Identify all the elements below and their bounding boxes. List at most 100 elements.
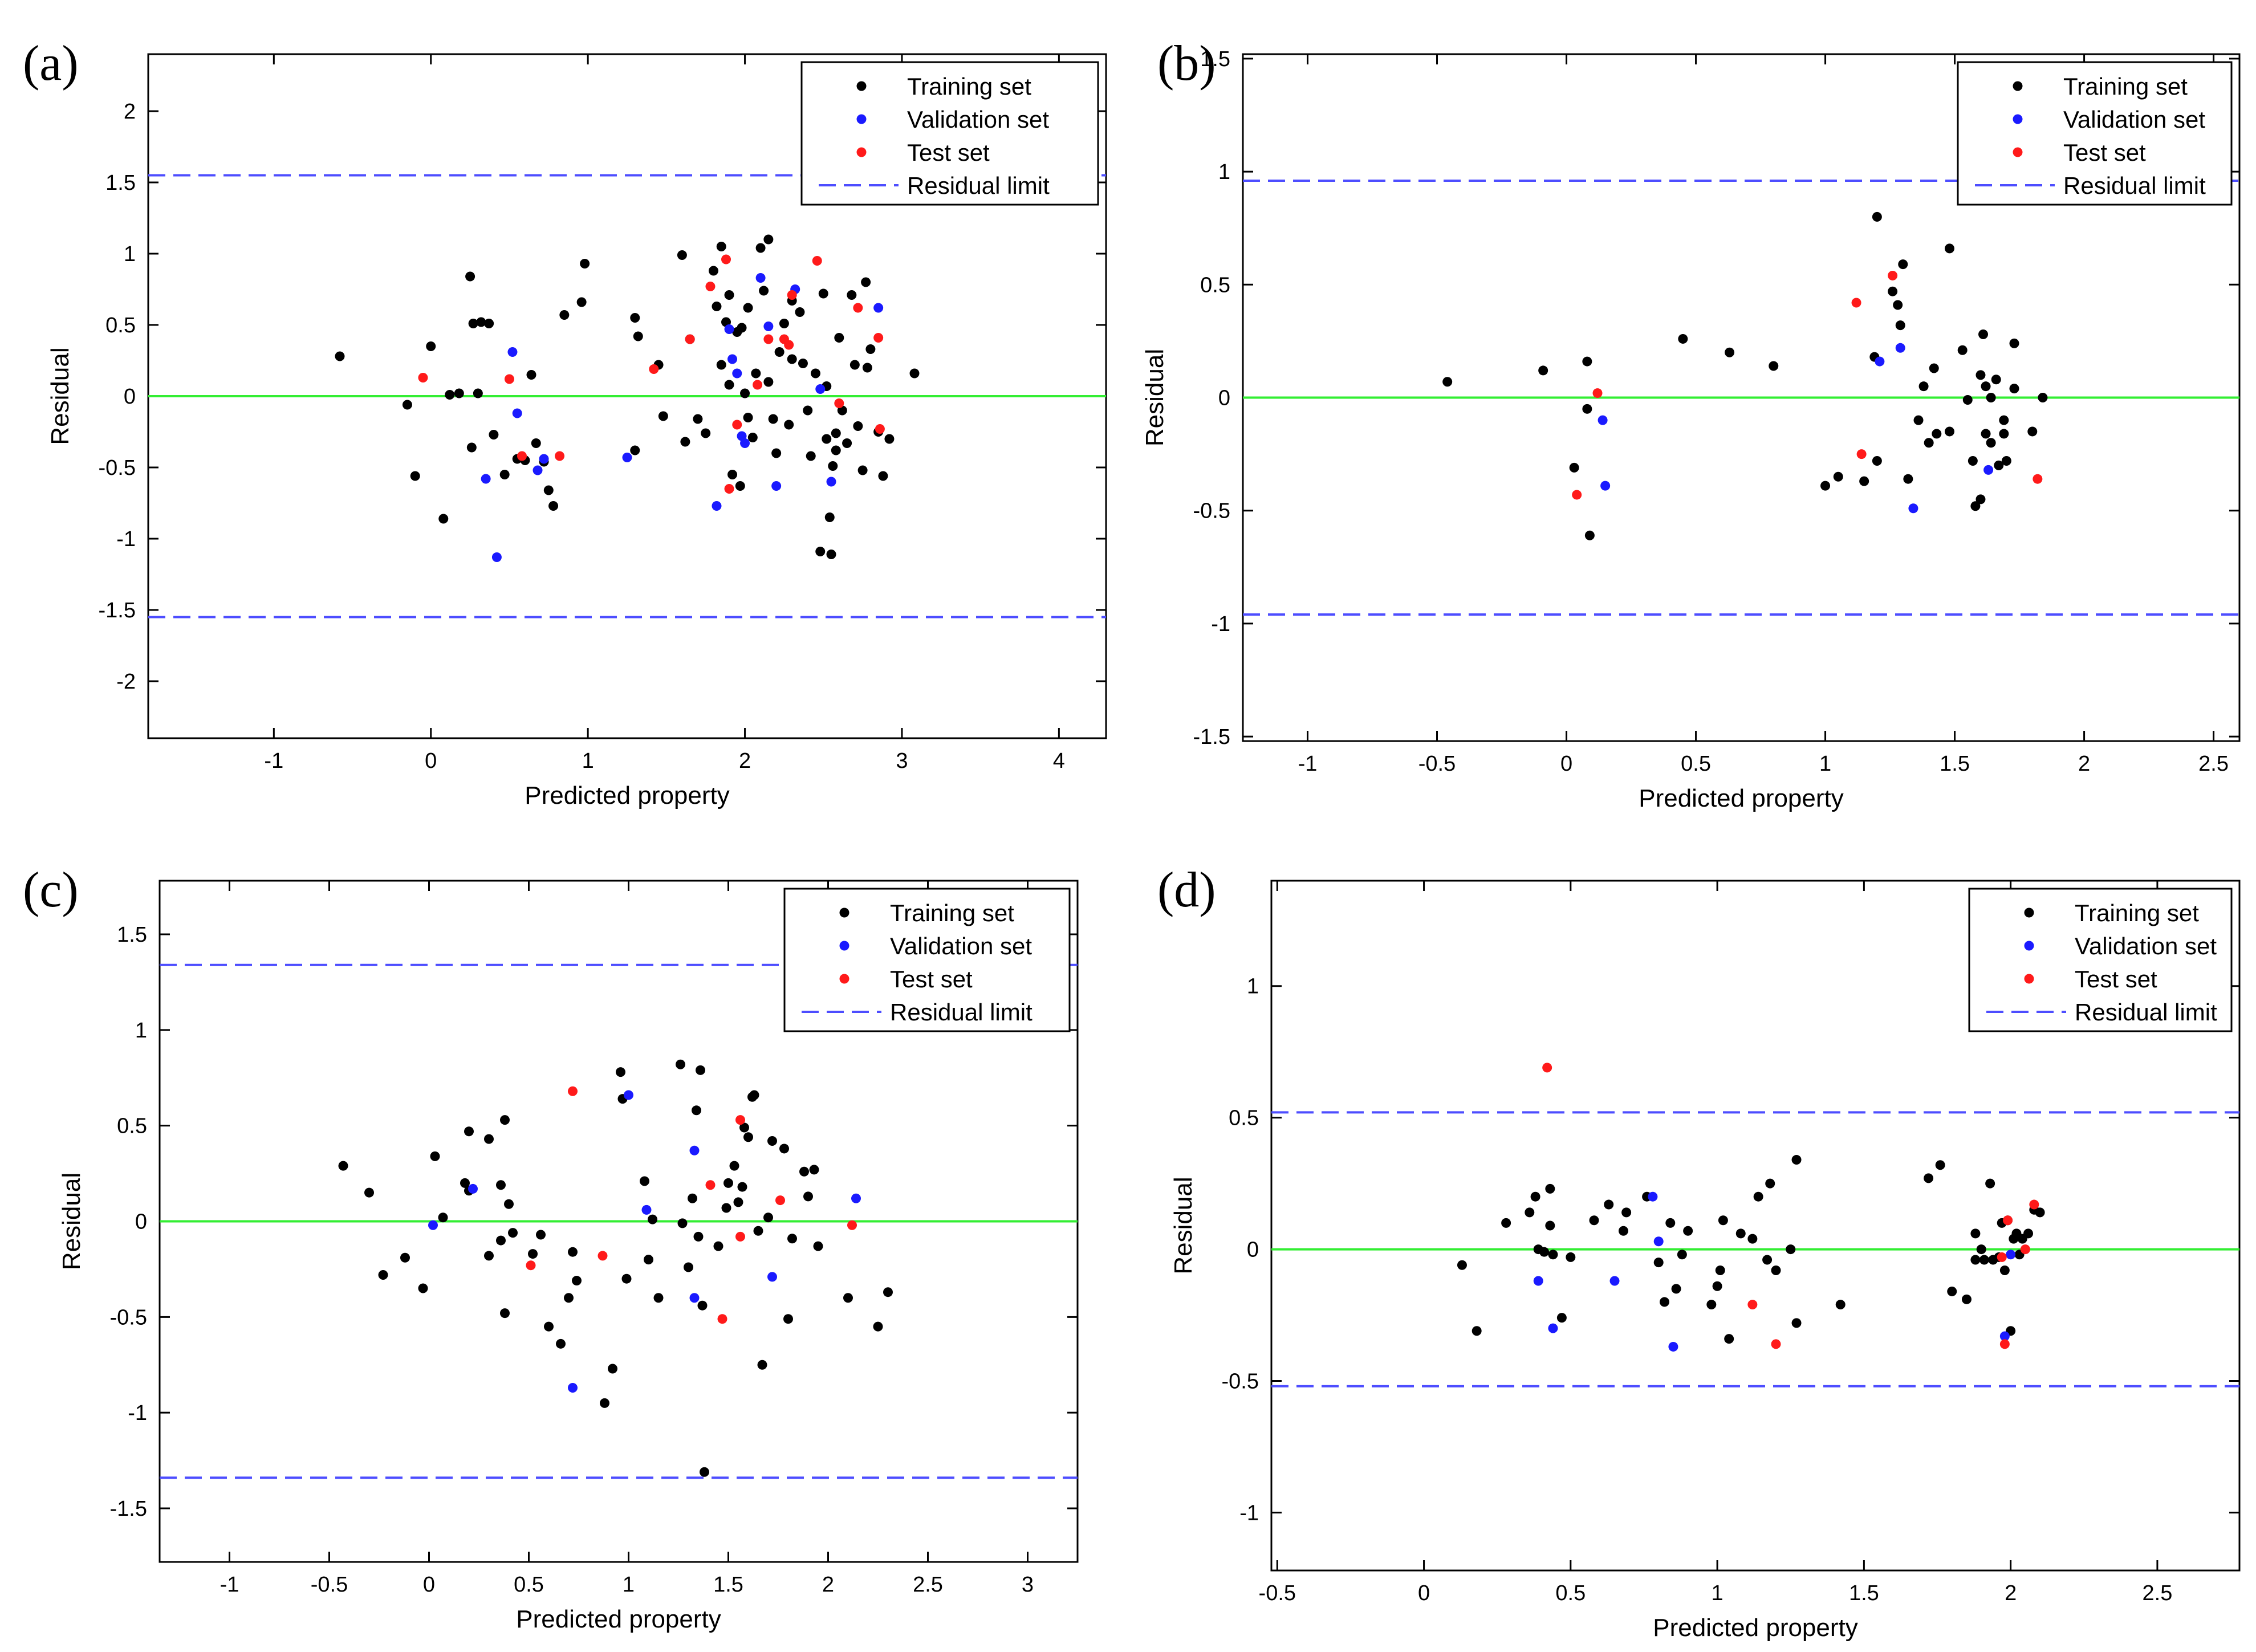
x-tick-label: 1	[1819, 752, 1831, 776]
data-point	[784, 420, 794, 430]
data-point	[1976, 1244, 1986, 1255]
data-point	[1653, 1258, 1664, 1268]
y-tick-label: 0.5	[1229, 1106, 1259, 1130]
data-point	[1997, 1252, 2007, 1262]
panel-label: (c)	[23, 862, 79, 918]
panel-d: (d) -0.5 0 0.5 1 1.5 2 2.5 -1 -0.5 0 0.5 1 Predicted …	[1157, 862, 2241, 1642]
y-tick-label: -0.5	[1193, 499, 1230, 523]
data-point	[649, 364, 659, 374]
data-point	[784, 340, 794, 350]
data-point	[500, 1115, 510, 1125]
data-point	[548, 501, 559, 511]
data-point	[774, 347, 784, 357]
legend: Training set Validation set Test set Residu…	[800, 61, 1099, 206]
data-point	[1986, 438, 1996, 448]
data-point	[755, 243, 766, 253]
data-point	[1944, 426, 1954, 437]
data-point	[1569, 462, 1579, 473]
y-tick-label: -1.5	[1193, 725, 1230, 749]
data-point	[364, 1187, 374, 1198]
data-point	[1539, 1247, 1550, 1257]
x-tick-label: -0.5	[1259, 1581, 1296, 1605]
data-point	[1932, 429, 1942, 439]
data-point	[1986, 393, 1996, 402]
data-point	[1918, 381, 1929, 392]
data-point	[1457, 1260, 1467, 1270]
data-point	[1935, 1160, 1945, 1170]
data-point	[438, 514, 449, 524]
data-point	[410, 471, 420, 481]
data-point	[767, 1136, 777, 1146]
data-point	[721, 1203, 731, 1213]
data-point	[1856, 449, 1867, 459]
data-point	[1983, 465, 1994, 475]
x-tick-label: 1	[1712, 1581, 1723, 1605]
data-point	[658, 411, 668, 421]
series-test-set	[1542, 1063, 2039, 1349]
x-tick-label: 2.5	[913, 1573, 943, 1597]
data-point	[1929, 363, 1939, 373]
data-point	[677, 1218, 688, 1228]
data-point	[843, 1293, 853, 1303]
data-point	[763, 234, 774, 245]
x-axis-label: Predicted property	[1639, 784, 1844, 812]
data-point	[743, 413, 753, 422]
data-point	[851, 1193, 861, 1203]
data-point	[873, 333, 884, 343]
data-point	[1548, 1250, 1558, 1260]
panel-label: (a)	[23, 36, 79, 91]
data-point	[1999, 1266, 2010, 1276]
data-point	[1762, 1255, 1773, 1265]
data-point	[873, 303, 884, 313]
x-tick-label: -0.5	[311, 1573, 348, 1597]
data-point	[723, 1178, 733, 1188]
legend-label: Test set	[2075, 966, 2157, 992]
data-point	[1978, 329, 1989, 340]
data-point	[685, 334, 695, 344]
data-point	[564, 1293, 574, 1303]
y-tick-label: 1.5	[105, 171, 136, 195]
data-point	[402, 400, 412, 410]
series-validation-set	[481, 273, 884, 562]
data-point	[1999, 1339, 2010, 1349]
data-point	[733, 1197, 743, 1207]
data-point	[512, 408, 522, 418]
y-tick-label: -1.5	[110, 1497, 147, 1521]
data-point	[831, 428, 841, 438]
data-point	[861, 277, 871, 287]
data-point	[556, 1338, 566, 1349]
panel-label: (d)	[1157, 862, 1216, 918]
legend-marker	[856, 114, 867, 124]
x-tick-label: 0	[1560, 752, 1572, 776]
panel-b: (b) -1 -0.5 0 0.5 1 1.5 2 2.5 -1.5 -1 -0.5 0 0.5 1 1.5 P…	[1141, 36, 2241, 812]
series-test-set	[418, 254, 885, 494]
data-point	[1820, 481, 1831, 491]
panel-c: (c) -1 -0.5 0 0.5 1 1.5 2 2.5 3 -1.5 -1 -0.5 0 0.5 1 1.5…	[23, 862, 1079, 1633]
data-point	[1898, 259, 1908, 270]
data-point	[616, 1067, 625, 1077]
data-point	[705, 282, 716, 291]
data-point	[705, 1180, 716, 1190]
data-point	[496, 1180, 506, 1190]
data-point	[834, 333, 844, 343]
data-point	[1472, 1326, 1482, 1336]
data-point	[806, 451, 816, 461]
data-point	[484, 1134, 494, 1144]
y-axis-label: Residual	[58, 1173, 86, 1270]
x-axis-label: Predicted property	[1653, 1614, 1858, 1642]
data-point	[1981, 429, 1991, 439]
data-point	[724, 380, 734, 390]
data-point	[2035, 1207, 2045, 1218]
data-point	[680, 437, 690, 447]
data-point	[580, 259, 590, 268]
data-point	[735, 481, 745, 491]
data-point	[779, 1144, 789, 1154]
data-point	[787, 1234, 797, 1244]
legend: Training set Validation set Test set Residu…	[783, 888, 1071, 1032]
data-point	[1944, 243, 1954, 254]
data-point	[826, 550, 836, 559]
legend: Training set Validation set Test set Residu…	[1957, 61, 2233, 206]
data-point	[1677, 1250, 1687, 1260]
data-point	[624, 1090, 633, 1100]
data-point	[504, 374, 514, 384]
